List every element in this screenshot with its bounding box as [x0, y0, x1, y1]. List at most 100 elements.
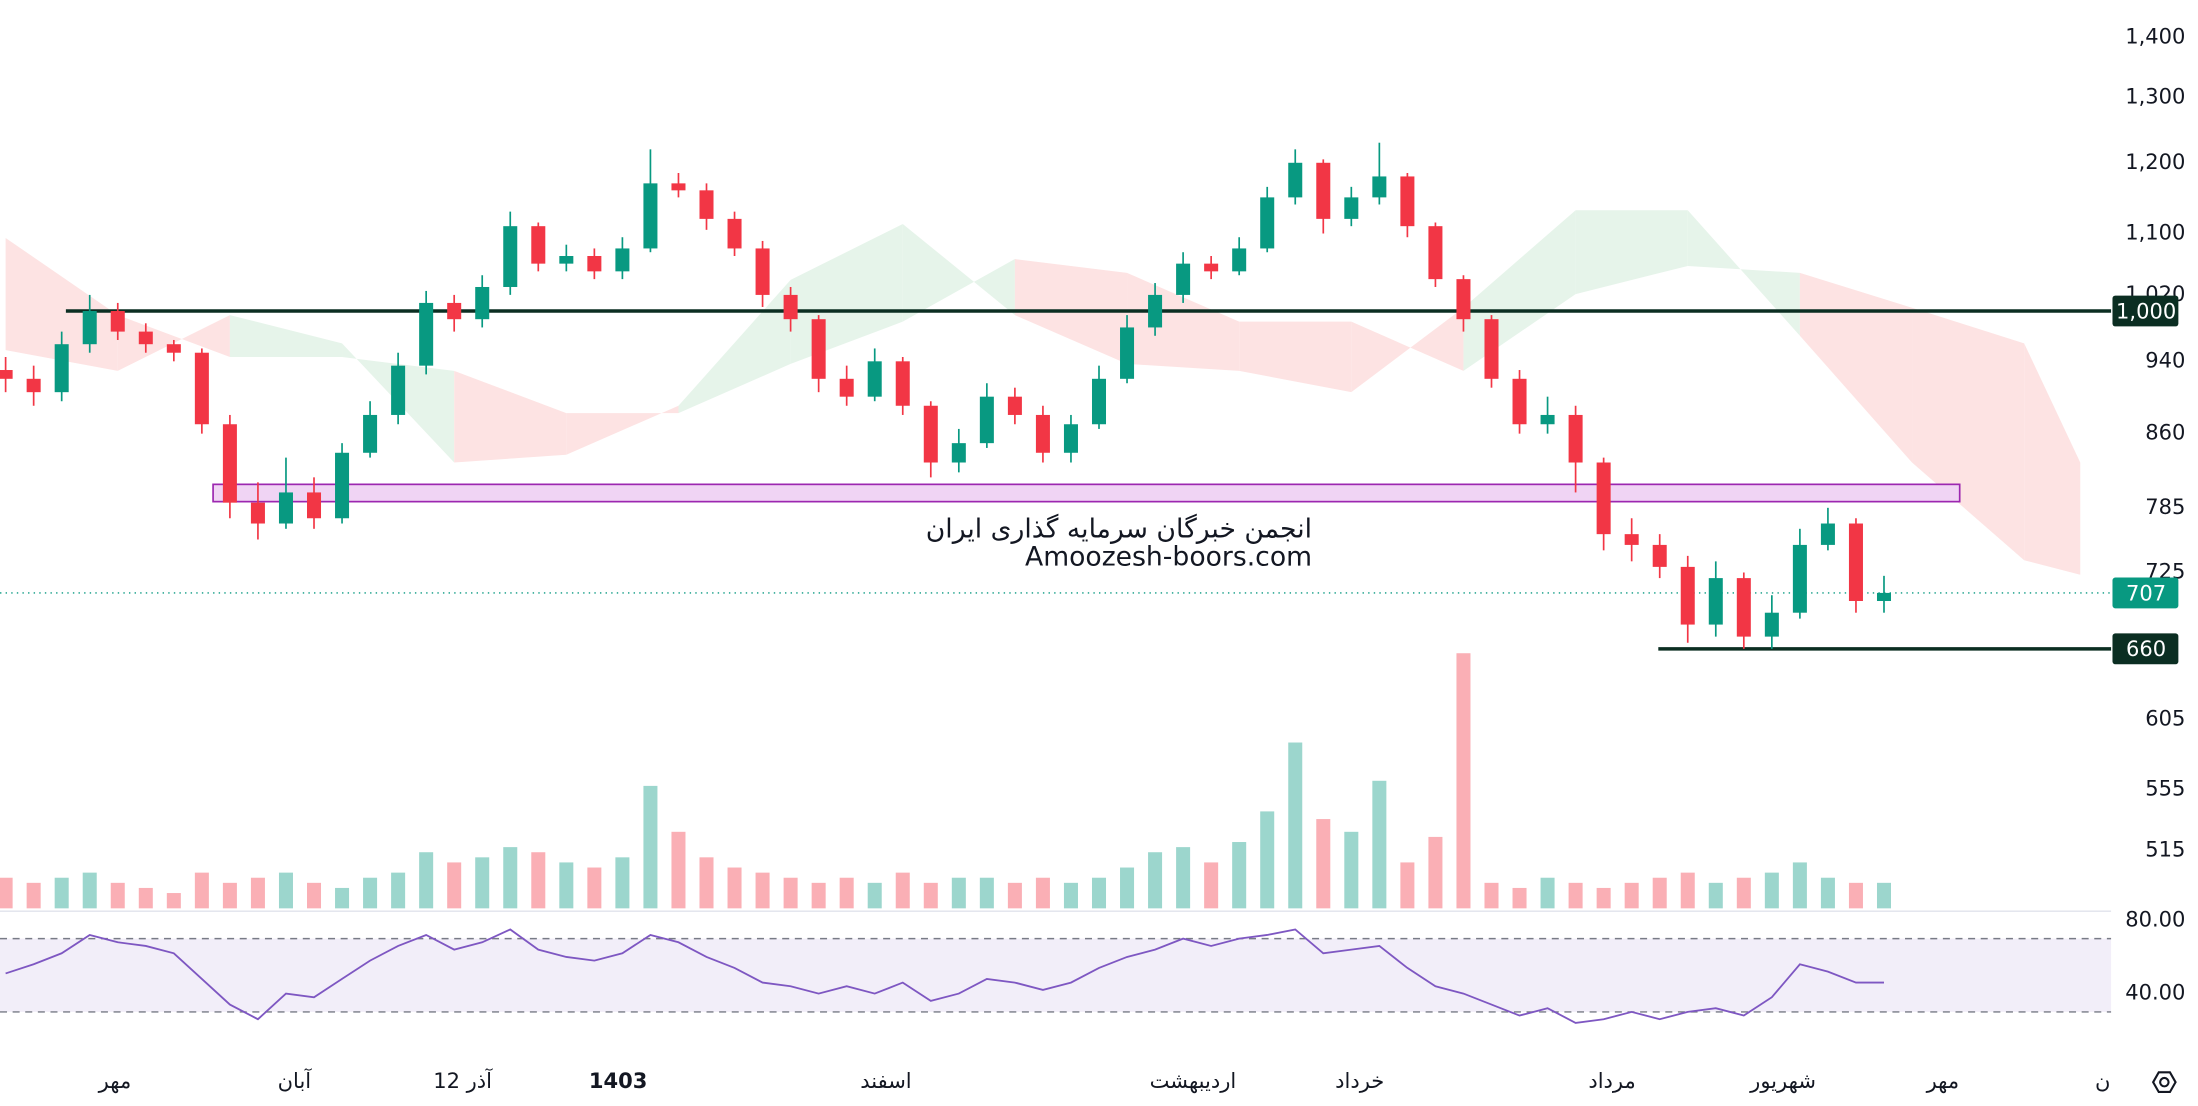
- candle-body: [1876, 592, 1892, 602]
- y-tick-label: 1,100: [2125, 220, 2185, 245]
- volume-bar: [587, 867, 602, 909]
- candle-body: [194, 352, 209, 425]
- candle-body: [1428, 226, 1443, 280]
- candle-body: [839, 378, 854, 397]
- x-tick-label: اسفند: [860, 1068, 911, 1093]
- volume-bar: [26, 882, 41, 909]
- candle-body: [1344, 197, 1359, 219]
- candle-body: [447, 302, 462, 320]
- candle-body: [1400, 176, 1415, 227]
- volume-bar: [1764, 872, 1779, 909]
- volume-bar: [1007, 882, 1022, 909]
- candle-body: [1176, 263, 1191, 295]
- rsi-tick-label: 40.00: [2125, 980, 2185, 1005]
- volume-bar: [531, 852, 546, 909]
- volume: [0, 653, 1892, 909]
- volume-bar: [278, 872, 293, 909]
- price-badge: [2112, 577, 2179, 609]
- candle-body: [755, 248, 770, 295]
- volume-bar: [1035, 877, 1050, 909]
- volume-bar: [1820, 877, 1835, 909]
- volume-bar: [1204, 862, 1219, 909]
- cloud-segment: [1799, 272, 1913, 463]
- volume-bar: [783, 877, 798, 909]
- candle-body: [895, 361, 910, 406]
- badges: 1,000 660 707: [2112, 295, 2179, 665]
- x-tick-label: ن: [2095, 1068, 2110, 1093]
- candle-body: [727, 218, 742, 249]
- price-badge-label: 1,000: [2116, 298, 2176, 323]
- candle-body: [26, 378, 41, 393]
- y-tick-label: 1,400: [2125, 23, 2185, 48]
- volume-bar: [54, 877, 69, 909]
- x-tick-label: خرداد: [1335, 1068, 1384, 1093]
- volume-bar: [615, 857, 630, 909]
- candle-body: [306, 492, 322, 519]
- volume-bar: [1063, 882, 1078, 909]
- watermark: Amoozesh-boors.com: [1025, 541, 1312, 572]
- volume-bar: [839, 877, 854, 909]
- settings-icon[interactable]: [2151, 1071, 2177, 1094]
- volume-bar: [1876, 882, 1892, 909]
- candle-body: [531, 226, 546, 264]
- volume-bar: [447, 862, 462, 909]
- candle-body: [1316, 162, 1331, 219]
- candle-body: [110, 311, 125, 332]
- candle-body: [335, 452, 350, 519]
- cloud-segment: [566, 405, 679, 455]
- cloud-segment: [678, 279, 791, 414]
- cloud-segment: [454, 370, 567, 463]
- rsi-tick-label: 80.00: [2125, 906, 2185, 931]
- candle-body: [475, 286, 490, 320]
- volume-bar: [811, 882, 826, 909]
- rsi: 80.00 40.00: [0, 906, 2185, 1024]
- volume-bar: [671, 831, 686, 909]
- volume-bar: [306, 882, 322, 909]
- candle-body: [1035, 414, 1050, 453]
- price-badge: [2112, 295, 2179, 327]
- candle-body: [1288, 162, 1303, 198]
- y-tick-label: 555: [2145, 776, 2185, 801]
- candle-body: [867, 361, 882, 397]
- y-tick-label: 1,200: [2125, 149, 2185, 174]
- volume-bar: [1540, 877, 1555, 909]
- candle-body: [1120, 327, 1135, 379]
- volume-bar: [1400, 862, 1415, 909]
- volume-bar: [1792, 862, 1807, 909]
- volume-bar: [1708, 882, 1723, 909]
- y-tick-label: 605: [2145, 706, 2185, 731]
- candle-body: [1764, 612, 1779, 637]
- volume-bar: [867, 882, 882, 909]
- candle-body: [615, 248, 630, 272]
- candle-body: [419, 302, 434, 366]
- cloud-segment: [1351, 307, 1464, 393]
- cloud-segment: [229, 315, 343, 358]
- volume-bar: [1120, 867, 1135, 909]
- candle-body: [1372, 176, 1387, 198]
- x-tick-label: شهریور: [1749, 1068, 1816, 1093]
- volume-bar: [363, 877, 378, 909]
- volume-bar: [475, 857, 490, 909]
- cloud-segment: [1239, 321, 1352, 393]
- zone-layer: انجمن خبرگان سرمایه گذاری ایرانAmoozesh-…: [212, 483, 1961, 572]
- x-tick-label: مهر: [98, 1068, 132, 1093]
- volume-bar: [335, 887, 350, 909]
- candle-body: [923, 405, 938, 463]
- candle-body: [1063, 424, 1078, 453]
- candle-body: [54, 344, 69, 393]
- volume-bar: [951, 877, 966, 909]
- volume-bar: [138, 887, 153, 909]
- volume-bar: [0, 877, 13, 909]
- candle-body: [979, 396, 994, 444]
- volume-bar: [1484, 882, 1499, 909]
- watermark: انجمن خبرگان سرمایه گذاری ایران: [926, 513, 1312, 544]
- support-zone: [212, 483, 1961, 503]
- candle-body: [1148, 294, 1163, 328]
- candles: [0, 142, 1892, 649]
- y-tick-label: 515: [2145, 837, 2185, 862]
- cloud-segment: [1575, 210, 1688, 295]
- x-tick-label: 1403: [589, 1068, 648, 1093]
- x-tick-label: مرداد: [1588, 1068, 1635, 1093]
